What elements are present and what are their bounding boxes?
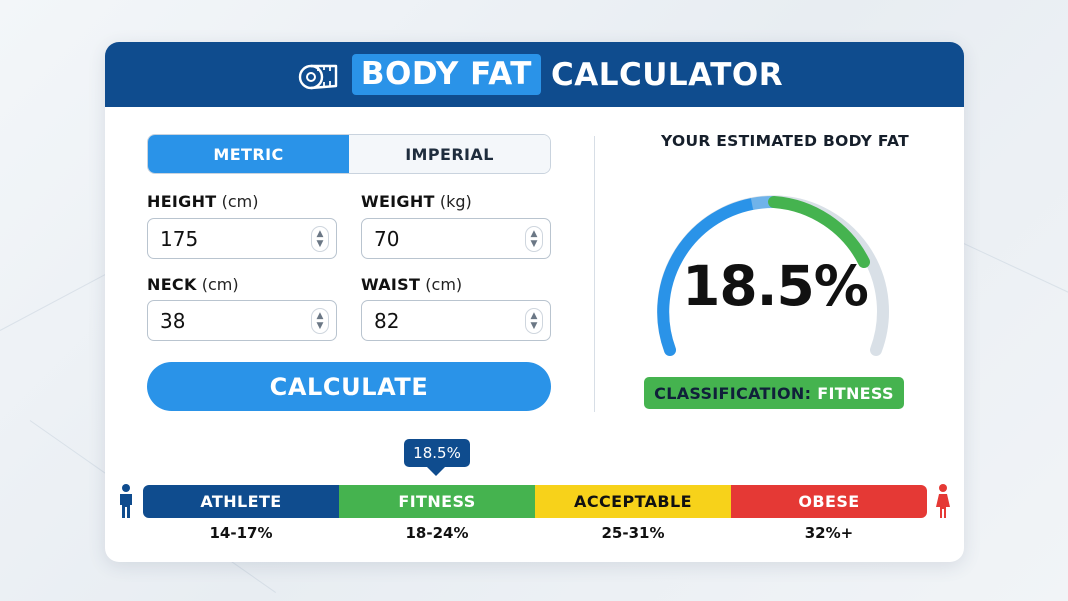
height-stepper[interactable]: ▲ ▼ <box>311 226 329 252</box>
scale-marker-pointer <box>427 467 445 476</box>
range-athlete: 14-17% <box>209 524 273 542</box>
height-label: HEIGHT (cm) <box>147 192 259 211</box>
neck-value: 38 <box>160 308 186 333</box>
waist-input[interactable]: 82 ▲ ▼ <box>361 300 551 341</box>
weight-stepper[interactable]: ▲ ▼ <box>525 226 543 252</box>
body-fat-gauge <box>657 195 889 356</box>
neck-stepper[interactable]: ▲ ▼ <box>311 308 329 334</box>
scale-marker: 18.5% <box>404 439 470 467</box>
scale-segment-acceptable: ACCEPTABLE <box>535 485 731 518</box>
gauge-green-arc <box>768 196 870 268</box>
scale-segment-obese: OBESE <box>731 485 927 518</box>
range-obese: 32%+ <box>804 524 854 542</box>
weight-value: 70 <box>374 226 400 251</box>
title-highlight: BODY FAT <box>351 54 541 95</box>
metric-tab[interactable]: METRIC <box>148 135 349 173</box>
scale-segment-athlete: ATHLETE <box>143 485 339 518</box>
male-person-icon <box>120 484 132 518</box>
waist-value: 82 <box>374 308 400 333</box>
gauge-blue-arc <box>657 198 758 356</box>
neck-input[interactable]: 38 ▲ ▼ <box>147 300 337 341</box>
result-title: YOUR ESTIMATED BODY FAT <box>661 132 909 150</box>
title-rest: CALCULATOR <box>550 56 784 93</box>
classification-badge: CLASSIFICATION: FITNESS <box>644 377 904 409</box>
height-value: 175 <box>160 226 199 251</box>
waist-stepper[interactable]: ▲ ▼ <box>525 308 543 334</box>
classification-value: FITNESS <box>817 383 894 403</box>
scale-segment-fitness: FITNESS <box>339 485 535 518</box>
header: BODY FAT CALCULATOR <box>105 42 964 107</box>
weight-input[interactable]: 70 ▲ ▼ <box>361 218 551 259</box>
range-fitness: 18-24% <box>405 524 469 542</box>
weight-label: WEIGHT (kg) <box>361 192 472 211</box>
unit-toggle: METRIC IMPERIAL <box>147 134 551 174</box>
calculator-card: BODY FAT CALCULATOR METRIC IMPERIAL HEIG… <box>105 42 964 562</box>
divider <box>594 136 595 412</box>
calculate-button[interactable]: CALCULATE <box>147 362 551 411</box>
height-input[interactable]: 175 ▲ ▼ <box>147 218 337 259</box>
measuring-tape-icon <box>298 64 338 89</box>
neck-label: NECK (cm) <box>147 275 239 294</box>
female-person-icon <box>936 484 950 518</box>
classification-label: CLASSIFICATION: <box>654 383 812 403</box>
waist-label: WAIST (cm) <box>361 275 463 294</box>
range-acceptable: 25-31% <box>601 524 665 542</box>
body-fat-value: 18.5% <box>682 254 869 318</box>
imperial-tab[interactable]: IMPERIAL <box>349 135 550 173</box>
body-fat-scale: ATHLETE FITNESS ACCEPTABLE OBESE <box>143 485 927 518</box>
